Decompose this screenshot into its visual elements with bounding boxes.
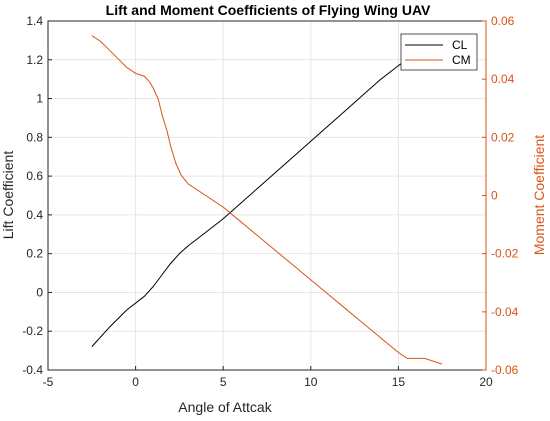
axis-ticks: -5 0 5 10 15 20 -0.4 -0.2 0 0.2 0.4 0.6 0.8 1 1.2 1.4 -0… — [22, 14, 518, 389]
legend-label-cl: CL — [452, 38, 468, 52]
y-left-tick-label: 1 — [36, 92, 43, 106]
plot-area-border — [47, 20, 487, 371]
x-tick-label: 0 — [132, 375, 139, 389]
y-left-tick-label: 0.2 — [26, 247, 43, 261]
y-left-tick-label: 1.4 — [26, 14, 43, 28]
x-tick-label: -5 — [43, 375, 54, 389]
x-tick-label: 20 — [479, 375, 493, 389]
series-layer — [91, 35, 443, 365]
grid-lines — [47, 20, 487, 371]
y-right-tick-label: 0 — [491, 189, 498, 203]
y-right-tick-label: 0.02 — [491, 130, 515, 144]
y-right-tick-label: 0.06 — [491, 14, 515, 28]
legend-label-cm: CM — [452, 53, 471, 67]
y-left-tick-label: -0.2 — [22, 324, 43, 338]
series-line-cl — [91, 49, 443, 348]
x-axis-label: Angle of Attcak — [178, 399, 272, 415]
y-right-tick-label: -0.04 — [491, 305, 519, 319]
x-tick-label: 10 — [304, 375, 318, 389]
legend: CL CM — [400, 33, 478, 71]
chart-title: Lift and Moment Coefficients of Flying W… — [106, 2, 431, 18]
y-left-tick-label: 0.6 — [26, 169, 43, 183]
y-left-tick-label: 0.4 — [26, 208, 43, 222]
y-right-tick-label: -0.02 — [491, 247, 519, 261]
x-tick-label: 5 — [220, 375, 227, 389]
legend-box — [400, 33, 478, 71]
y-right-tick-label: -0.06 — [491, 363, 519, 377]
series-line-cm — [91, 35, 443, 365]
y-axis-right-label: Moment Coefficient — [531, 135, 547, 255]
x-tick-label: 15 — [392, 375, 406, 389]
y-left-tick-label: 0 — [36, 285, 43, 299]
y-left-tick-label: -0.4 — [22, 363, 43, 377]
y-left-tick-label: 1.2 — [26, 53, 43, 67]
y-axis-left-label: Lift Coefficient — [0, 151, 16, 240]
y-left-tick-label: 0.8 — [26, 130, 43, 144]
y-right-tick-label: 0.04 — [491, 72, 515, 86]
